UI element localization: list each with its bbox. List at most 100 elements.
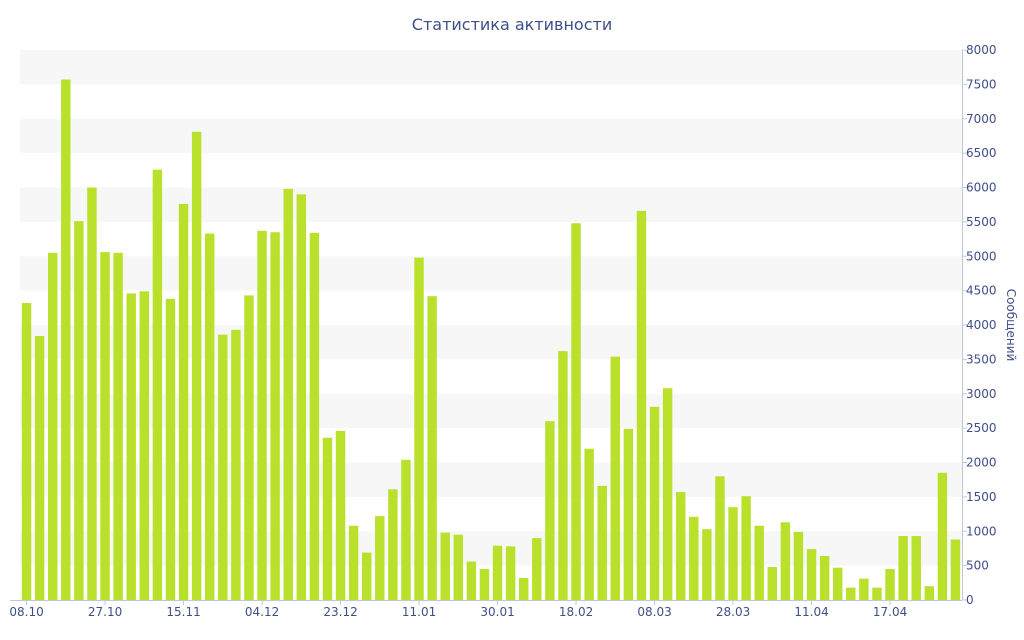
grid-bands <box>20 50 962 566</box>
x-tick-label: 30.01 <box>480 605 514 619</box>
bar[interactable] <box>793 531 804 600</box>
bar[interactable] <box>427 296 437 601</box>
bar[interactable] <box>924 586 934 600</box>
bars <box>21 79 961 601</box>
bar[interactable] <box>178 204 189 600</box>
bar[interactable] <box>270 232 280 600</box>
bar[interactable] <box>519 578 529 600</box>
bar[interactable] <box>21 303 32 600</box>
bar[interactable] <box>100 252 110 601</box>
y-tick-label: 2000 <box>966 456 997 470</box>
grid-band <box>20 187 962 222</box>
x-tick-label: 15.11 <box>166 605 200 619</box>
bar[interactable] <box>676 492 686 600</box>
bar[interactable] <box>728 507 738 600</box>
bar[interactable] <box>48 252 58 600</box>
bar[interactable] <box>950 539 961 601</box>
bar[interactable] <box>61 79 71 600</box>
chart-title: Статистика активности <box>411 15 613 34</box>
bar[interactable] <box>440 532 450 601</box>
x-tick-label: 28.03 <box>716 605 750 619</box>
bar[interactable] <box>623 428 634 600</box>
bar[interactable] <box>767 567 777 600</box>
y-tick-label: 0 <box>966 593 974 607</box>
bar[interactable] <box>689 516 699 600</box>
bar[interactable] <box>545 421 555 600</box>
y-tick-label: 6500 <box>966 146 997 160</box>
bar[interactable] <box>388 489 398 600</box>
bar[interactable] <box>466 561 477 601</box>
bar[interactable] <box>113 252 123 600</box>
bar[interactable] <box>846 587 856 601</box>
grid-band <box>20 325 962 360</box>
bar[interactable] <box>205 233 215 600</box>
bar[interactable] <box>505 546 516 601</box>
x-tick-label: 23.12 <box>323 605 357 619</box>
bar[interactable] <box>715 476 725 600</box>
grid-band <box>20 531 962 566</box>
bar[interactable] <box>937 472 948 600</box>
bar[interactable] <box>898 536 908 600</box>
bar[interactable] <box>296 194 306 601</box>
bar[interactable] <box>492 545 503 600</box>
bar[interactable] <box>911 536 921 600</box>
bar[interactable] <box>348 525 359 600</box>
bar[interactable] <box>244 295 254 600</box>
bar[interactable] <box>87 187 97 601</box>
bar[interactable] <box>741 496 751 600</box>
bar[interactable] <box>584 448 594 600</box>
bar[interactable] <box>414 257 424 600</box>
bar[interactable] <box>859 578 869 600</box>
bar[interactable] <box>401 459 411 600</box>
bar[interactable] <box>702 529 712 600</box>
bar[interactable] <box>375 516 385 601</box>
bar[interactable] <box>335 430 346 601</box>
y-tick-label: 1500 <box>966 490 997 504</box>
bar[interactable] <box>571 223 581 600</box>
bar[interactable] <box>362 552 372 600</box>
x-tick-label: 17.04 <box>873 605 907 619</box>
bar[interactable] <box>636 210 647 601</box>
bar[interactable] <box>74 221 84 600</box>
bar[interactable] <box>152 169 163 601</box>
bar[interactable] <box>126 293 136 601</box>
x-tick-label: 27.10 <box>88 605 122 619</box>
grid-band <box>20 462 962 497</box>
bar[interactable] <box>780 522 791 600</box>
bar[interactable] <box>231 329 241 600</box>
y-tick-label: 5000 <box>966 249 997 263</box>
bar[interactable] <box>218 334 228 601</box>
bar[interactable] <box>532 538 542 601</box>
bar[interactable] <box>165 298 176 601</box>
bar[interactable] <box>283 188 293 600</box>
bar[interactable] <box>819 556 830 600</box>
y-tick-label: 1000 <box>966 524 997 538</box>
bar[interactable] <box>597 485 607 601</box>
y-tick-label: 500 <box>966 559 989 573</box>
bar[interactable] <box>649 406 660 600</box>
bar[interactable] <box>257 230 267 600</box>
bar[interactable] <box>833 567 843 600</box>
bar[interactable] <box>453 534 463 600</box>
y-tick-label: 7000 <box>966 112 997 126</box>
bar[interactable] <box>885 569 895 600</box>
x-tick-label: 04.12 <box>245 605 279 619</box>
bar[interactable] <box>806 549 817 601</box>
bar[interactable] <box>191 131 202 600</box>
bar[interactable] <box>558 351 568 601</box>
bar[interactable] <box>754 525 764 600</box>
y-tick-label: 3000 <box>966 387 997 401</box>
bar[interactable] <box>322 437 333 600</box>
grid-band <box>20 393 962 429</box>
bar[interactable] <box>872 587 882 601</box>
bar[interactable] <box>139 291 149 600</box>
bar[interactable] <box>34 336 45 600</box>
x-axis: 08.10 27.10 15.11 04.12 23.12 11.01 30.01 18.02… <box>9 600 962 619</box>
x-tick-label: 11.04 <box>794 605 828 619</box>
bar[interactable] <box>610 356 620 601</box>
x-tick-label: 08.10 <box>9 605 43 619</box>
bar[interactable] <box>309 232 320 601</box>
bar[interactable] <box>662 388 673 600</box>
bar[interactable] <box>479 569 490 600</box>
